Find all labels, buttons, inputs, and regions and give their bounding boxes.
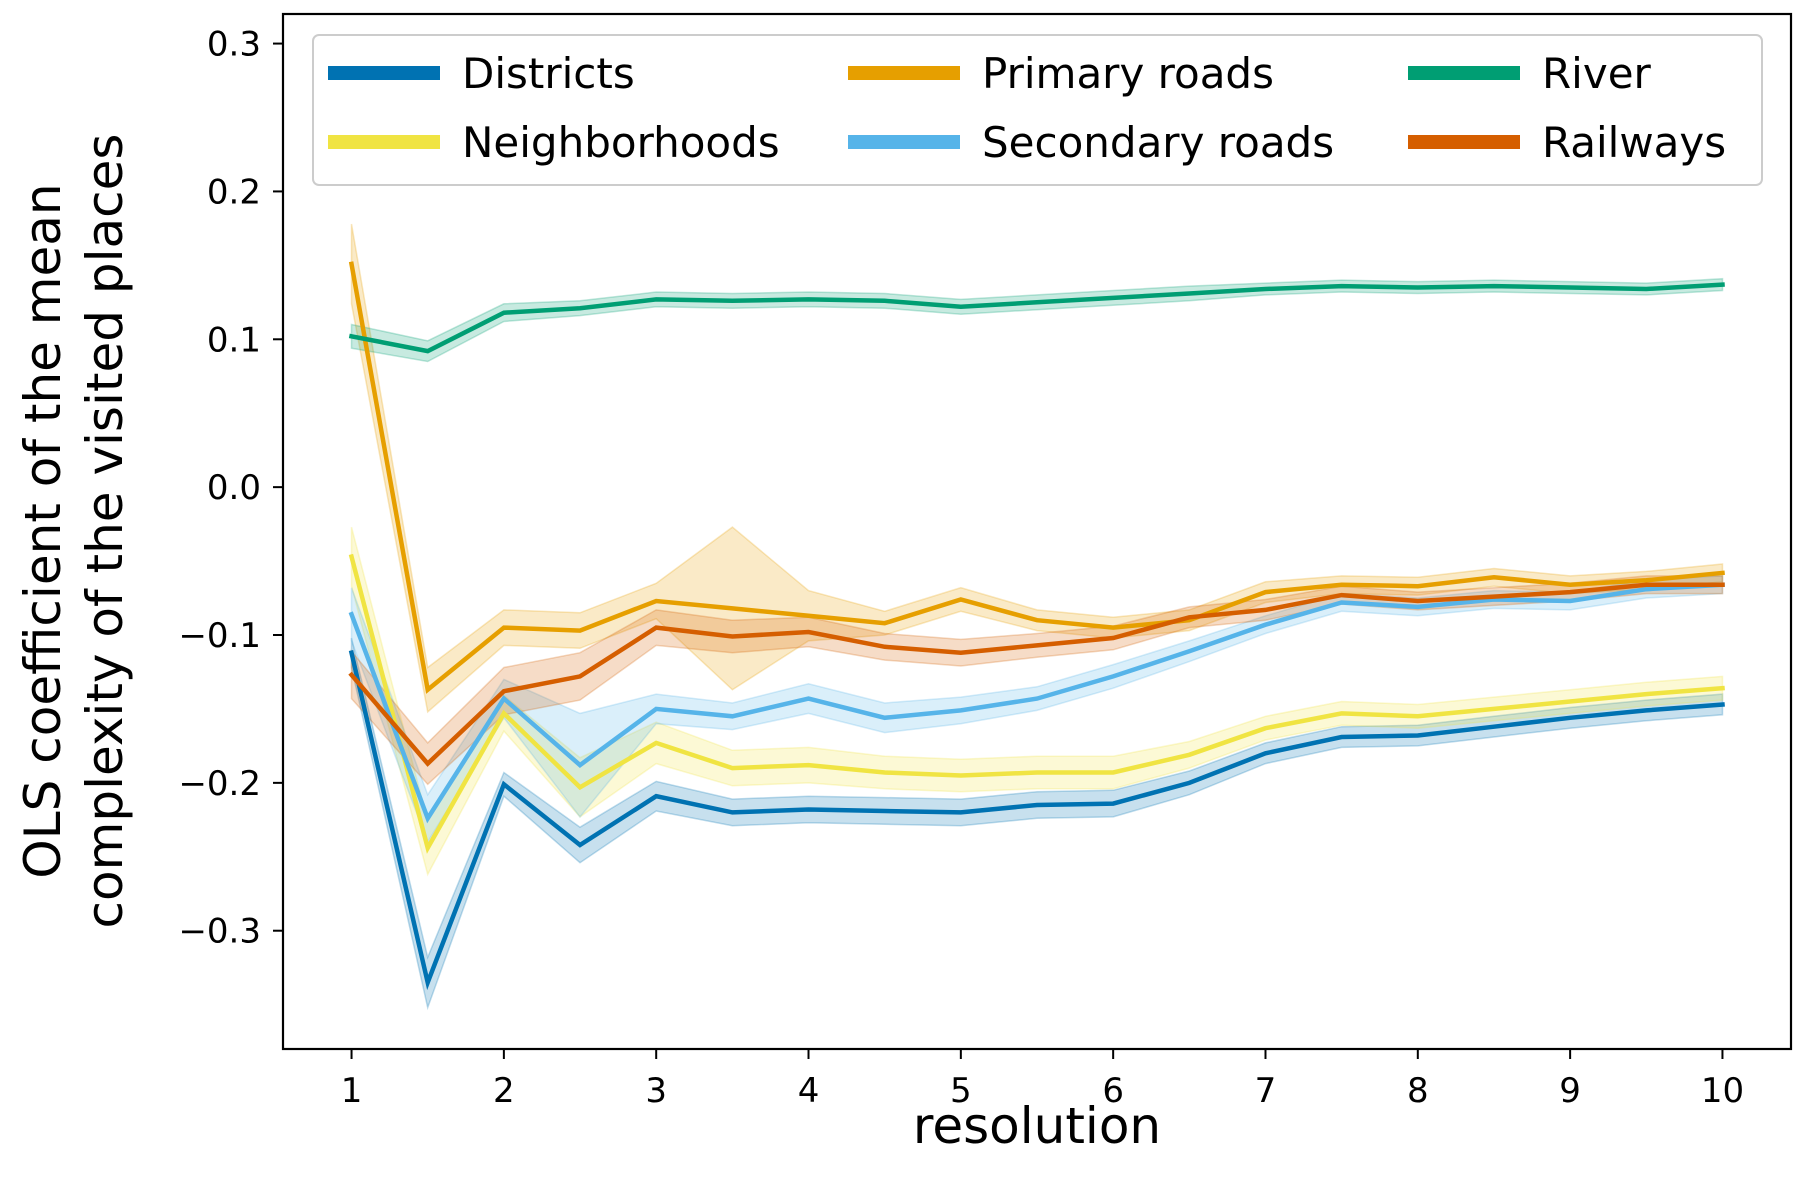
confidence-bands xyxy=(350,223,1724,1011)
legend-frame xyxy=(312,34,1763,186)
band-secondary-roads xyxy=(350,575,1724,844)
band-primary-roads xyxy=(350,223,1724,714)
x-tick-label: 7 xyxy=(1255,1071,1277,1111)
y-tick-label: −0.2 xyxy=(178,764,261,804)
line-neighborhoods xyxy=(348,553,1725,854)
line-secondary-roads xyxy=(348,582,1725,824)
x-tick-label: 1 xyxy=(341,1071,363,1111)
x-tick-label: 3 xyxy=(645,1071,667,1111)
y-axis-ticks: −0.3 −0.2 −0.1 0.0 0.1 0.2 0.3 xyxy=(178,25,283,952)
line-districts xyxy=(348,650,1725,991)
legend-label-railways: Railways xyxy=(1542,118,1726,167)
x-tick-label: 9 xyxy=(1559,1071,1581,1111)
y-tick-label: 0.1 xyxy=(207,320,261,360)
y-tick-label: 0.3 xyxy=(207,25,261,65)
x-tick-label: 4 xyxy=(798,1071,820,1111)
legend-label-primary-roads: Primary roads xyxy=(982,49,1274,98)
y-axis-title-line2: complexity of the visited places xyxy=(76,134,134,929)
legend-label-river: River xyxy=(1542,49,1652,98)
x-axis-title: resolution xyxy=(913,1097,1161,1155)
line-primary-roads xyxy=(348,261,1725,694)
x-tick-label: 10 xyxy=(1701,1071,1744,1111)
band-river xyxy=(350,277,1724,363)
y-axis-title-line1: OLS coefficient of the mean xyxy=(14,183,72,878)
y-tick-label: 0.0 xyxy=(207,468,261,508)
x-tick-label: 8 xyxy=(1407,1071,1429,1111)
legend: Districts Neighborhoods Primary roads Secon… xyxy=(312,34,1763,186)
x-tick-label: 2 xyxy=(493,1071,515,1111)
line-railways xyxy=(348,582,1725,767)
y-tick-label: −0.1 xyxy=(178,616,261,656)
x-axis-ticks: 1 2 3 4 5 6 7 8 9 10 xyxy=(341,1049,1744,1111)
legend-label-districts: Districts xyxy=(462,49,635,98)
band-districts xyxy=(350,637,1724,1011)
y-tick-label: −0.3 xyxy=(178,912,261,952)
plot-frame xyxy=(281,12,1793,1051)
band-railways xyxy=(350,575,1724,786)
band-neighborhoods xyxy=(350,526,1724,877)
x-tick-label: 5 xyxy=(950,1071,972,1111)
series-lines xyxy=(348,261,1725,991)
x-tick-label: 6 xyxy=(1102,1071,1124,1111)
legend-label-neighborhoods: Neighborhoods xyxy=(462,118,780,167)
line-river xyxy=(348,282,1725,354)
legend-label-secondary-roads: Secondary roads xyxy=(982,118,1334,167)
y-tick-label: 0.2 xyxy=(207,172,261,212)
axes xyxy=(281,12,1793,1051)
